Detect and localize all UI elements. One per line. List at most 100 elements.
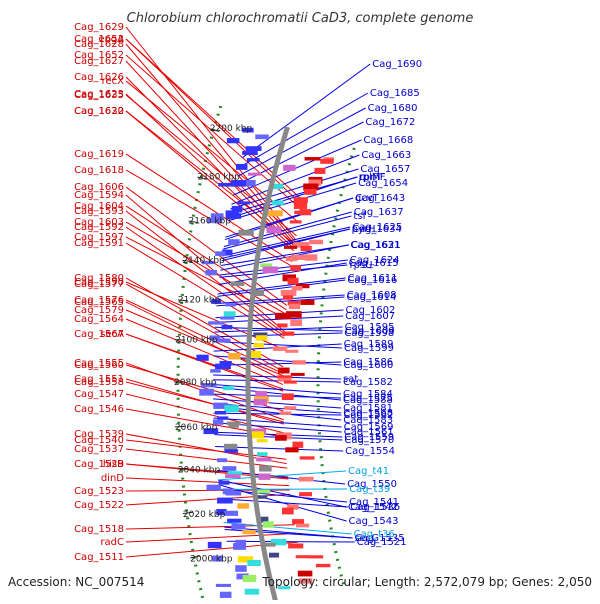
feature-block <box>205 270 217 275</box>
feature-block <box>305 254 317 260</box>
gene-label: Cag_1562 <box>343 410 393 421</box>
gene-label: gcvT <box>355 193 380 204</box>
feature-block <box>215 411 226 415</box>
gene-label: Cag_1690 <box>372 59 422 70</box>
kbp-label: 2060 kbp <box>175 423 218 433</box>
gene-label: dinD <box>101 473 124 484</box>
feature-block <box>224 511 238 516</box>
feature-block <box>300 456 315 459</box>
feature-block <box>294 203 307 209</box>
kbp-label: 2140 kbp <box>182 256 225 266</box>
kbp-label: 2080 kbp <box>174 378 217 388</box>
leader-lines <box>126 27 370 557</box>
gene-label: Cag_1518 <box>74 524 124 535</box>
gene-label: Cag_1586 <box>343 357 393 368</box>
map-title: Chlorobium chlorochromatii CaD3, complet… <box>127 11 474 26</box>
feature-block <box>221 325 232 329</box>
gene-label: Cag_1635 <box>74 90 124 101</box>
gene-label: Cag_1537 <box>74 444 124 455</box>
gene-label: Cag_1614 <box>346 292 396 303</box>
feature-block <box>243 575 257 582</box>
kbp-label: 2160 kbp <box>189 217 232 227</box>
gene-label: Cag_t41 <box>348 466 389 477</box>
leader-line <box>126 187 287 305</box>
gene-label: Cag_1618 <box>74 165 124 176</box>
leader-line <box>242 64 370 158</box>
feature-block <box>277 323 287 327</box>
feature-block <box>199 389 214 396</box>
gene-label: Cag_1591 <box>74 238 124 249</box>
gene-label: Cag_1631 <box>350 240 400 251</box>
feature-block <box>283 295 293 299</box>
feature-block <box>263 521 274 527</box>
feature-block <box>231 524 245 530</box>
feature-block <box>285 350 298 353</box>
leader-line <box>126 440 286 459</box>
kbp-label: 2000 kbp <box>190 554 233 564</box>
gene-label: Cag_t36 <box>354 529 395 540</box>
gene-label: Cag_1554 <box>345 446 395 457</box>
gene-label: Cag_t39 <box>349 484 390 495</box>
gene-label: Cag_1652 <box>74 50 124 61</box>
kbp-label: 2200 kbp <box>210 124 253 134</box>
gene-label: Cag_1522 <box>74 500 124 511</box>
feature-block <box>267 210 283 216</box>
feature-block <box>227 519 241 523</box>
feature-block <box>217 498 233 504</box>
feature-block <box>272 200 284 205</box>
gene-label: Cag_1565 <box>74 297 124 308</box>
feature-block <box>264 543 275 547</box>
feature-block <box>217 416 228 419</box>
feature-block <box>233 543 246 550</box>
feature-block <box>281 290 297 296</box>
feature-block <box>275 313 291 319</box>
feature-block <box>259 465 271 471</box>
kbp-label: 2100 kbp <box>175 336 218 346</box>
gene-label: Cag_1570 <box>344 435 394 446</box>
feature-block <box>225 474 241 478</box>
feature-block <box>206 485 220 491</box>
gene-label: Cag_1592 <box>74 222 124 233</box>
gene-label: Cag_1547 <box>74 389 124 400</box>
gene-label: pyrH <box>352 224 376 235</box>
gene-label: Cag_1616 <box>347 275 397 286</box>
kbp-label: 2120 kbp <box>178 296 221 306</box>
gene-label: Cag_1511 <box>74 552 124 563</box>
feature-block <box>301 246 312 251</box>
feature-block <box>275 435 287 441</box>
gene-label: Cag_1654 <box>358 178 408 189</box>
feature-block <box>304 189 316 195</box>
feature-block <box>320 159 333 164</box>
gene-label: Cag_1668 <box>363 135 413 146</box>
feature-block <box>289 304 300 309</box>
feature-block <box>220 317 234 320</box>
feature-block <box>210 369 221 373</box>
gene-label: Cag_1551 <box>74 374 124 385</box>
feature-block <box>282 332 294 336</box>
feature-block <box>296 555 309 558</box>
gene-label: recX <box>102 76 125 87</box>
gene-label: Cag_1539 <box>74 429 124 440</box>
gene-label: Cag_1577 <box>74 279 124 290</box>
feature-block <box>288 544 303 549</box>
feature-block <box>267 227 282 234</box>
feature-block <box>196 355 208 361</box>
gene-label: Cag_1598 <box>344 328 394 339</box>
feature-block <box>226 303 237 306</box>
gene-label: Cag_1630 <box>74 106 124 117</box>
feature-block <box>216 584 231 587</box>
feature-block <box>251 351 262 358</box>
feature-block <box>236 164 247 170</box>
feature-block <box>291 373 305 376</box>
feature-block <box>292 286 303 291</box>
feature-block <box>269 553 279 558</box>
feature-block <box>257 452 268 456</box>
feature-block <box>242 530 255 534</box>
feature-block <box>216 339 230 343</box>
feature-block <box>282 508 294 515</box>
gene-label: Cag_1615 <box>349 258 399 269</box>
feature-block <box>223 386 234 390</box>
feature-block <box>309 240 323 245</box>
